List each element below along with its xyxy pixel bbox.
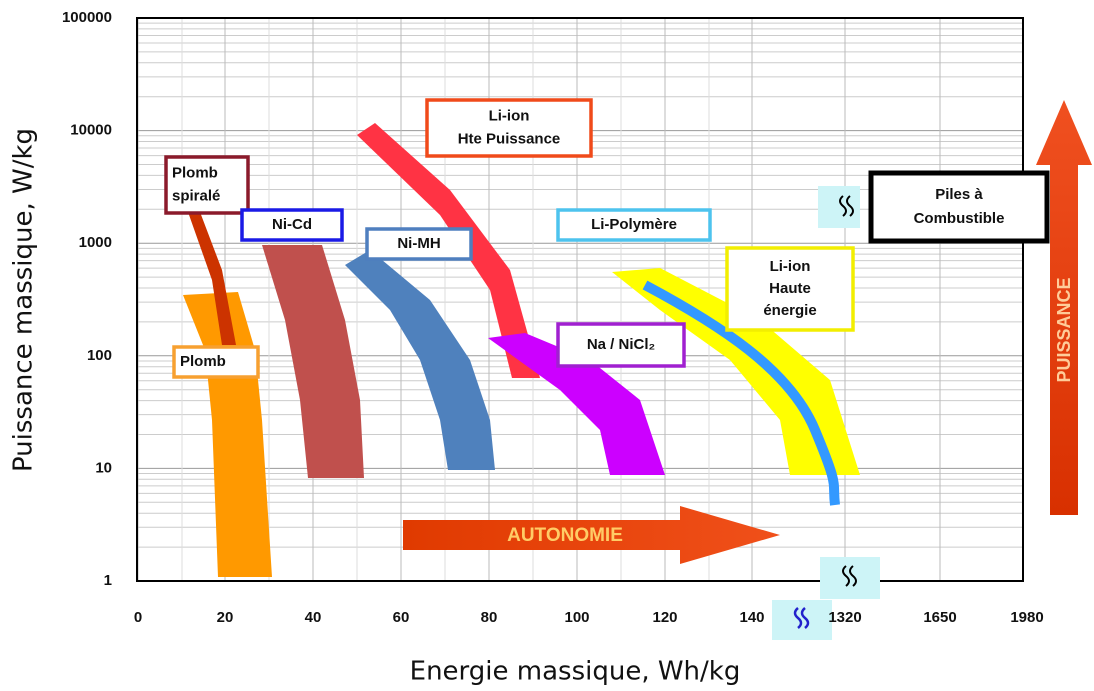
annotation-label: Combustible xyxy=(914,210,1005,227)
x-axis-title: Energie massique, Wh/kg xyxy=(410,657,741,687)
annotation-box xyxy=(425,98,593,158)
x-tick-label: 60 xyxy=(393,609,410,626)
annotation-label: Plomb xyxy=(180,353,226,370)
x-tick-label: 1980 xyxy=(1010,609,1043,626)
y-tick-label: 1000 xyxy=(79,234,112,251)
break-mark xyxy=(793,607,810,629)
annotation-box xyxy=(240,208,344,242)
x-tick-label: 100 xyxy=(564,609,589,626)
y-arrow xyxy=(1036,100,1092,515)
bands xyxy=(183,123,860,577)
x-tick-label: 40 xyxy=(305,609,322,626)
annotation-label: spiralé xyxy=(172,187,220,204)
break-box xyxy=(772,600,832,640)
annotation-label: Hte Puissance xyxy=(458,130,561,147)
x-tick-label: 20 xyxy=(217,609,234,626)
plot-frame xyxy=(136,17,1024,582)
annotation-label: énergie xyxy=(763,302,816,319)
y-arrow-label: PUISSANCE xyxy=(1054,277,1074,382)
axis-breaks xyxy=(772,186,880,640)
x-tick-label: 80 xyxy=(481,609,498,626)
break-mark xyxy=(842,565,857,587)
annotation-box xyxy=(556,322,686,368)
y-tick-label: 1 xyxy=(104,572,112,589)
annotation-box xyxy=(725,246,855,332)
y-tick-label: 100000 xyxy=(62,9,112,26)
x-tick-label: 0 xyxy=(134,609,142,626)
break-mark xyxy=(839,195,854,217)
band-li-ion-he xyxy=(612,268,860,475)
annotation-label: Li-ion xyxy=(770,258,811,275)
annotation-box xyxy=(172,345,260,379)
annotation-label: Ni-MH xyxy=(397,235,440,252)
annotation-box xyxy=(868,170,1050,244)
annotation-label: Haute xyxy=(769,280,811,297)
y-tick-label: 10 xyxy=(95,459,112,476)
band-nicd xyxy=(262,245,364,478)
annotation-label: Plomb xyxy=(172,164,218,181)
band-nanicl xyxy=(488,333,665,475)
x-tick-label: 120 xyxy=(652,609,677,626)
y-tick-label: 10000 xyxy=(70,122,112,139)
annotation-label: Ni-Cd xyxy=(272,216,312,233)
band-plomb-spirale xyxy=(188,212,236,345)
y-tick-label: 100 xyxy=(87,347,112,364)
band-li-polymere xyxy=(642,280,840,506)
annotation-label: Piles à xyxy=(935,186,983,203)
band-nimh xyxy=(345,250,495,470)
break-box xyxy=(818,186,860,228)
y-axis-title: Puissance massique, W/kg xyxy=(9,128,39,472)
x-tick-label: 1650 xyxy=(923,609,956,626)
x-arrow-label: AUTONOMIE xyxy=(507,525,623,546)
annotation-label: Li-ion xyxy=(489,107,530,124)
annotation-box xyxy=(365,227,473,261)
annotation-label: Na / NiCl₂ xyxy=(587,336,655,353)
annotation-box xyxy=(556,208,712,242)
x-tick-label: 1320 xyxy=(828,609,861,626)
annotation-box xyxy=(164,155,250,215)
annotation-label: Li-Polymère xyxy=(591,216,677,233)
x-arrow xyxy=(403,506,780,564)
break-box xyxy=(820,557,880,599)
x-tick-label: 140 xyxy=(739,609,764,626)
